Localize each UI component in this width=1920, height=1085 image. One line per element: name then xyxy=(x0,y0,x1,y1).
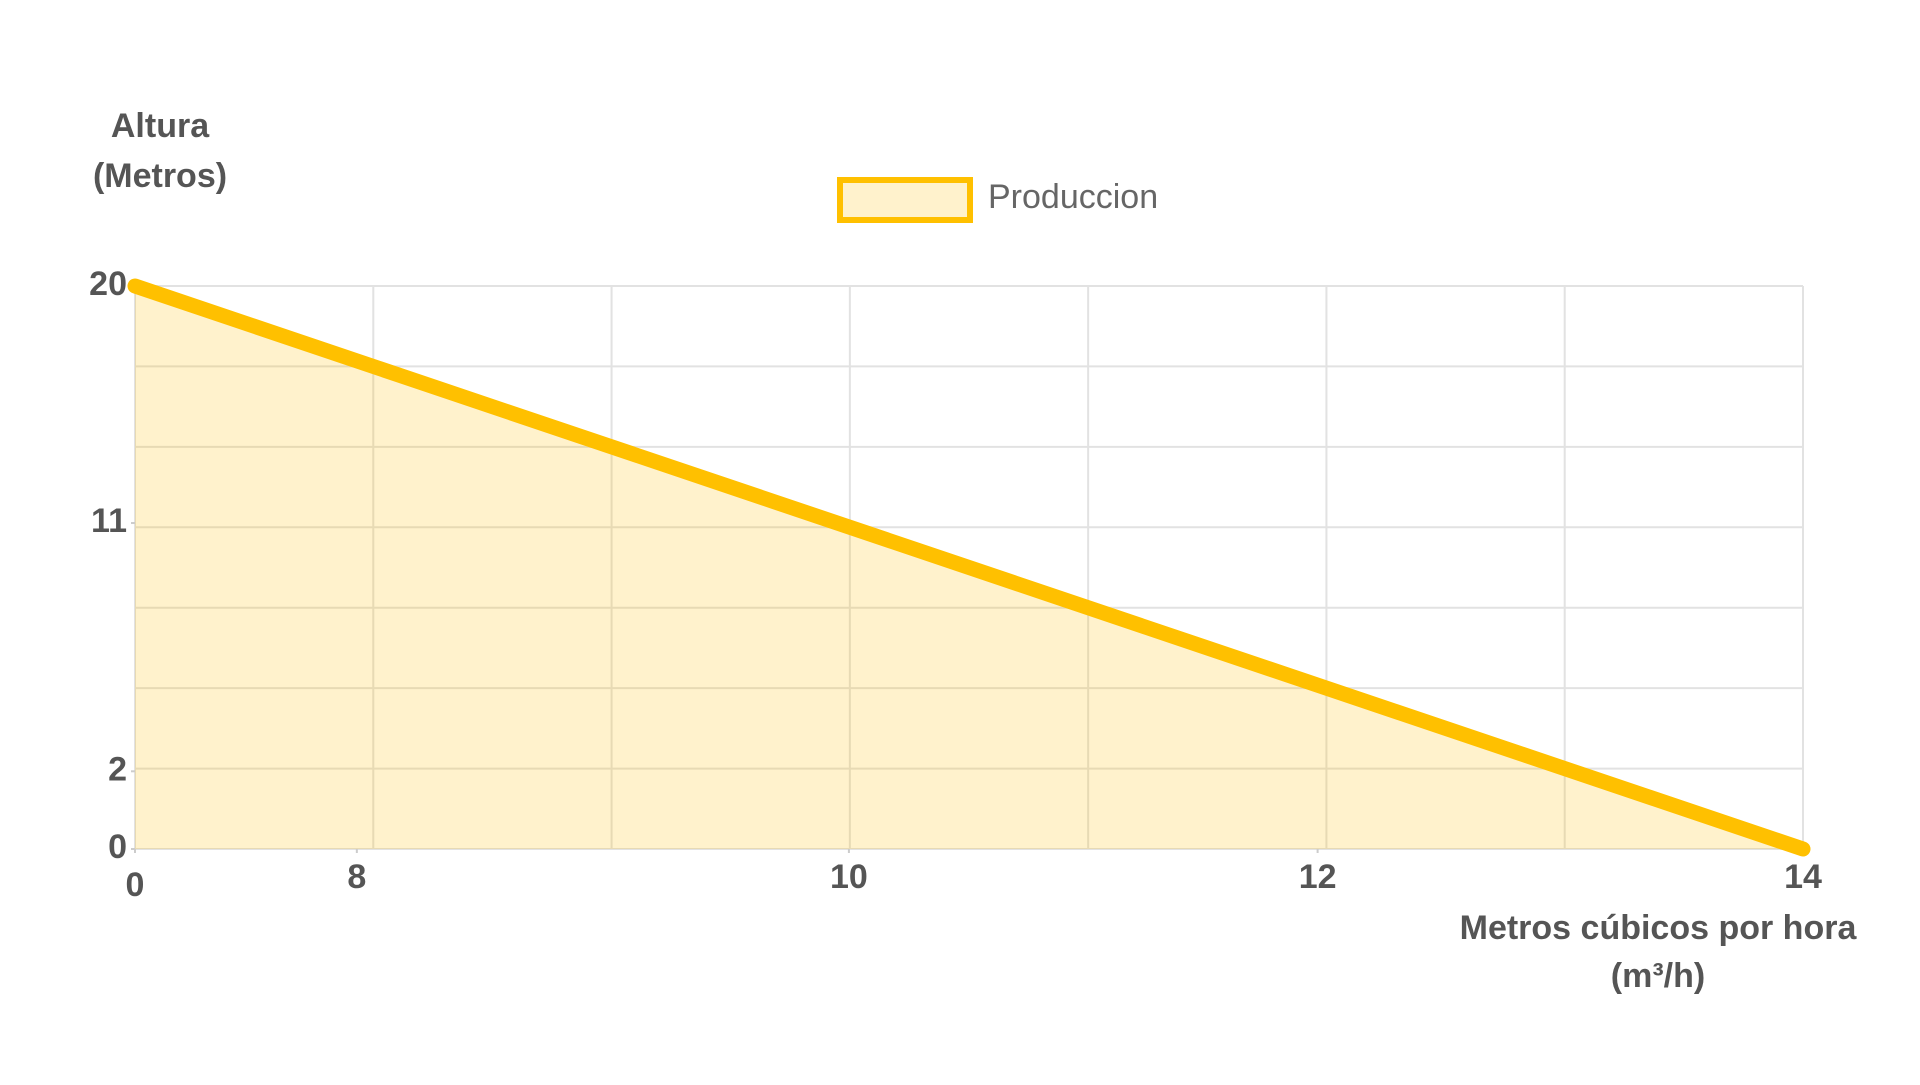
y-tick-label: 11 xyxy=(91,502,127,540)
y-axis-label: (Metros) xyxy=(93,157,227,195)
x-tick-label: 12 xyxy=(1299,858,1337,896)
line xyxy=(127,278,1811,857)
x-tick-label: 10 xyxy=(830,858,868,896)
x-tick-label: 14 xyxy=(1784,858,1822,896)
legend-text: Produccion xyxy=(988,178,1158,216)
x-tick-label: 8 xyxy=(347,858,366,896)
y-tick-label: 0 xyxy=(108,828,127,866)
x-tick-label: 0 xyxy=(126,866,145,904)
x-axis-label: (m³/h) xyxy=(1611,957,1705,995)
y-tick-label: 20 xyxy=(89,265,127,303)
y-axis-label: Altura xyxy=(111,107,210,145)
x-axis-label: Metros cúbicos por hora xyxy=(1460,909,1858,947)
legend-swatch xyxy=(837,177,973,223)
y-tick-label: 2 xyxy=(108,750,127,788)
